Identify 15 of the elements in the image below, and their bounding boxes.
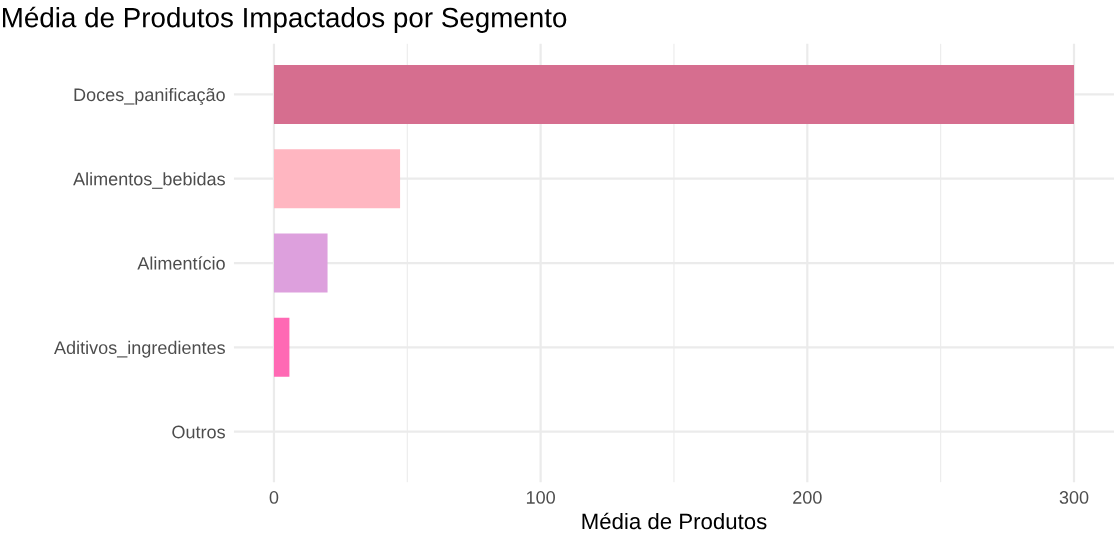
y-tick-label: Outros [172, 425, 225, 439]
bar [273, 233, 328, 293]
y-tick-label: Alimentício [137, 256, 225, 270]
bar [273, 317, 290, 377]
chart-title: Média de Produtos Impactados por Segmento [3, 6, 567, 33]
bar [273, 149, 401, 209]
x-tick-label: 200 [793, 491, 822, 504]
x-axis-title: Média de Produtos [582, 512, 767, 530]
y-tick-label: Alimentos_bebidas [73, 172, 225, 189]
x-tick-label: 0 [269, 491, 279, 504]
bar [273, 64, 1074, 124]
y-tick-label: Aditivos_ingredientes [54, 340, 225, 358]
x-tick-label: 100 [526, 491, 555, 504]
y-tick-label: Doces_panificação [74, 87, 225, 105]
x-tick-label: 300 [1059, 491, 1089, 504]
